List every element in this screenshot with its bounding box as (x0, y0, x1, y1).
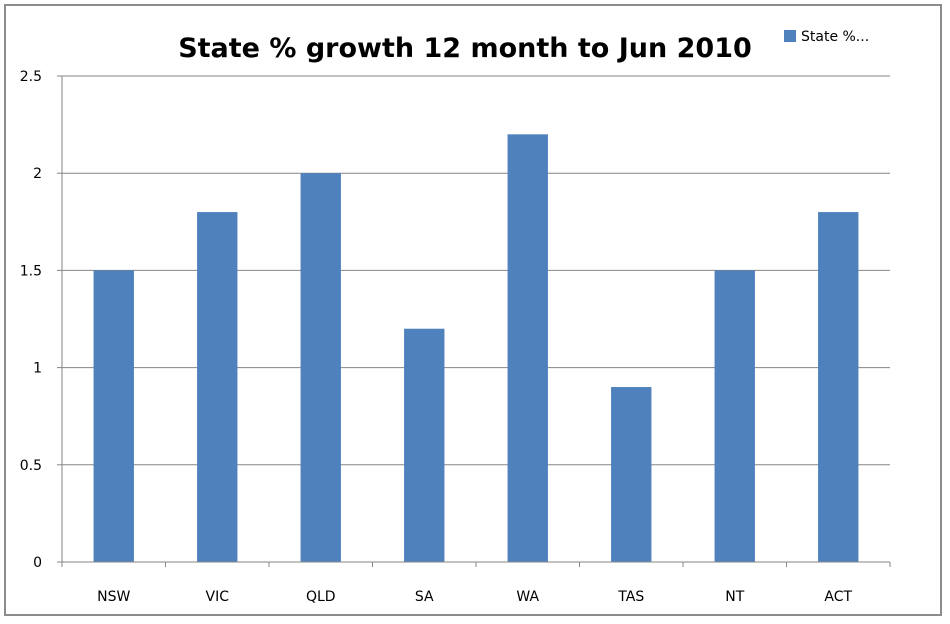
x-tick-label: ACT (824, 589, 852, 605)
x-tick-label: TAS (617, 589, 644, 605)
bar-nt (714, 270, 755, 562)
y-tick-label: 1 (33, 361, 42, 377)
y-tick-label: 0.5 (20, 458, 42, 474)
legend-label: State %... (801, 29, 869, 45)
x-tick-label: VIC (206, 589, 230, 605)
bar-qld (300, 173, 341, 562)
legend: State %... (784, 29, 869, 45)
y-tick-label: 1.5 (20, 263, 42, 279)
y-tick-label: 2.5 (20, 69, 42, 85)
y-tick-label: 0 (33, 555, 42, 571)
x-tick-label: WA (516, 589, 539, 605)
y-tick-label: 2 (33, 166, 42, 182)
bar-wa (507, 134, 548, 562)
legend-swatch (784, 30, 796, 42)
x-tick-label: NT (725, 589, 744, 605)
bars (93, 134, 859, 562)
x-tick-label: SA (415, 589, 434, 605)
x-tick-label: QLD (306, 589, 336, 605)
gridlines (57, 75, 890, 563)
x-axis-ticks: NSW VIC QLD SA WA TAS NT ACT (61, 561, 891, 605)
bar-sa (404, 328, 445, 562)
bar-nsw (93, 270, 134, 562)
y-axis-ticks: 0 0.5 1 1.5 2 2.5 (20, 69, 42, 571)
chart-frame (4, 4, 942, 616)
bar-tas (611, 387, 652, 562)
x-tick-label: NSW (97, 589, 130, 605)
chart-title: State % growth 12 month to Jun 2010 (178, 33, 752, 64)
bar-vic (197, 212, 238, 562)
bar-act (818, 212, 859, 562)
